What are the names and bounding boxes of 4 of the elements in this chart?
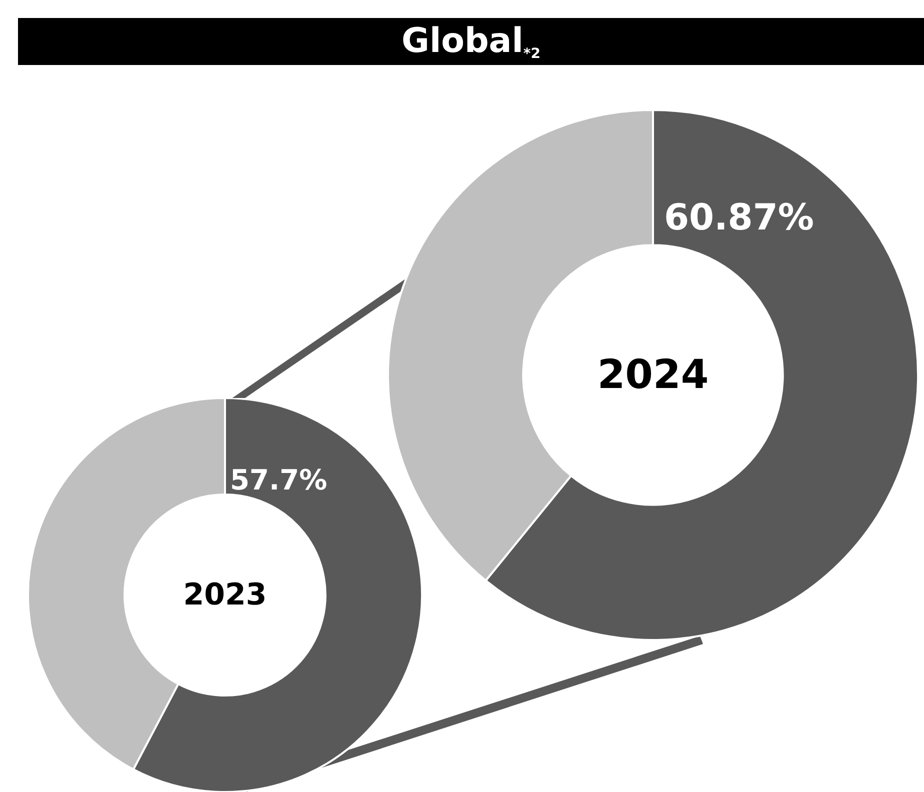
data-label: 57.7% <box>230 464 328 496</box>
text: 2023 <box>183 578 267 612</box>
text: 2024 <box>597 352 709 398</box>
data-label: 60.87% <box>664 198 814 238</box>
